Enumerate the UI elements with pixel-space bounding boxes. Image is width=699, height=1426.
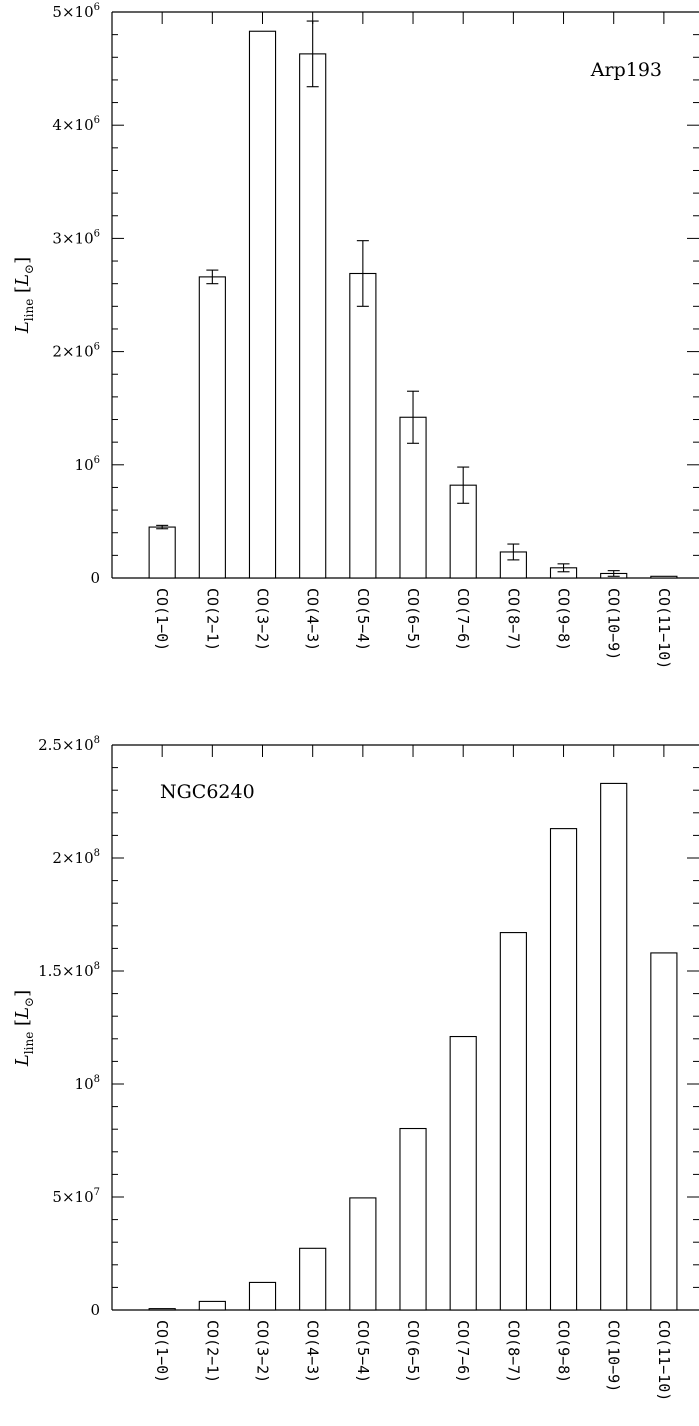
y-tick-label: 2×108	[52, 848, 100, 867]
y-tick-label: 3×106	[52, 228, 100, 247]
bar	[299, 53, 327, 579]
bar	[198, 1300, 226, 1311]
bar	[299, 1247, 327, 1311]
x-tick-label: CO(3−2)	[254, 1320, 272, 1383]
x-tick-label: CO(8−7)	[504, 588, 522, 651]
bar	[650, 952, 678, 1311]
bar	[449, 1035, 477, 1311]
bar	[248, 30, 277, 579]
x-tick-label: CO(6−5)	[404, 588, 422, 651]
y-tick-label: 2.5×108	[38, 735, 100, 754]
bar	[248, 1281, 277, 1311]
x-tick-label: CO(2−1)	[203, 588, 221, 651]
bar	[349, 272, 377, 579]
error-bar	[457, 466, 470, 504]
bar	[549, 828, 578, 1311]
x-tick-label: CO(9−8)	[555, 588, 573, 651]
error-bar	[306, 20, 319, 88]
x-tick-label: CO(11−10)	[655, 588, 673, 669]
bar	[600, 782, 628, 1311]
x-tick-label: CO(5−4)	[354, 1320, 372, 1383]
x-tick-label: CO(6−5)	[404, 1320, 422, 1383]
y-tick-label: 0	[90, 569, 100, 587]
error-bar	[156, 524, 169, 530]
x-tick-label: CO(8−7)	[504, 1320, 522, 1383]
x-tick-label: CO(10−9)	[605, 588, 623, 660]
x-tick-label: CO(2−1)	[203, 1320, 221, 1383]
x-tick-label: CO(1−0)	[153, 588, 171, 651]
y-axis-label: Lline [L⊙]	[12, 257, 36, 334]
x-tick-label: CO(4−3)	[304, 588, 322, 651]
y-tick-label: 1.5×108	[38, 961, 100, 980]
y-tick-label: 0	[90, 1301, 100, 1319]
panel-annotation: NGC6240	[160, 781, 255, 803]
y-tick-label: 4×106	[52, 115, 100, 134]
x-tick-label: CO(1−0)	[153, 1320, 171, 1383]
x-tick-label: CO(10−9)	[605, 1320, 623, 1392]
x-tick-label: CO(4−3)	[304, 1320, 322, 1383]
bar	[349, 1197, 377, 1311]
y-tick-label: 5×106	[52, 2, 100, 21]
x-tick-label: CO(7−6)	[454, 1320, 472, 1383]
x-tick-label: CO(7−6)	[454, 588, 472, 651]
y-tick-label: 108	[75, 1074, 100, 1093]
bar	[148, 526, 176, 579]
x-tick-label: CO(11−10)	[655, 1320, 673, 1401]
bar	[148, 1308, 176, 1311]
y-tick-label: 5×107	[52, 1187, 100, 1206]
error-bar	[206, 269, 219, 285]
x-tick-label: CO(5−4)	[354, 588, 372, 651]
y-axis-label: Lline [L⊙]	[12, 990, 36, 1067]
error-bar	[407, 390, 420, 444]
x-tick-label: CO(9−8)	[555, 1320, 573, 1383]
bar	[650, 575, 678, 579]
bar	[399, 1127, 427, 1311]
x-tick-label: CO(3−2)	[254, 588, 272, 651]
chart-panel-arp193: 0 106 2×106 3×106 4×106 5×106 Lline [L⊙] Arp193…	[12, 2, 699, 669]
panel-annotation: Arp193	[590, 59, 662, 81]
y-tick-label: 2×106	[52, 342, 100, 361]
error-bar	[507, 543, 520, 561]
error-bar	[607, 570, 620, 577]
error-bar	[557, 563, 570, 573]
error-bar	[356, 240, 369, 307]
bar	[499, 932, 527, 1311]
y-tick-label: 106	[75, 455, 100, 474]
chart-panel-ngc6240: 0 5×107 108 1.5×108 2×108 2.5×108 Lline [L⊙] NG…	[12, 735, 699, 1401]
bar	[198, 276, 226, 579]
